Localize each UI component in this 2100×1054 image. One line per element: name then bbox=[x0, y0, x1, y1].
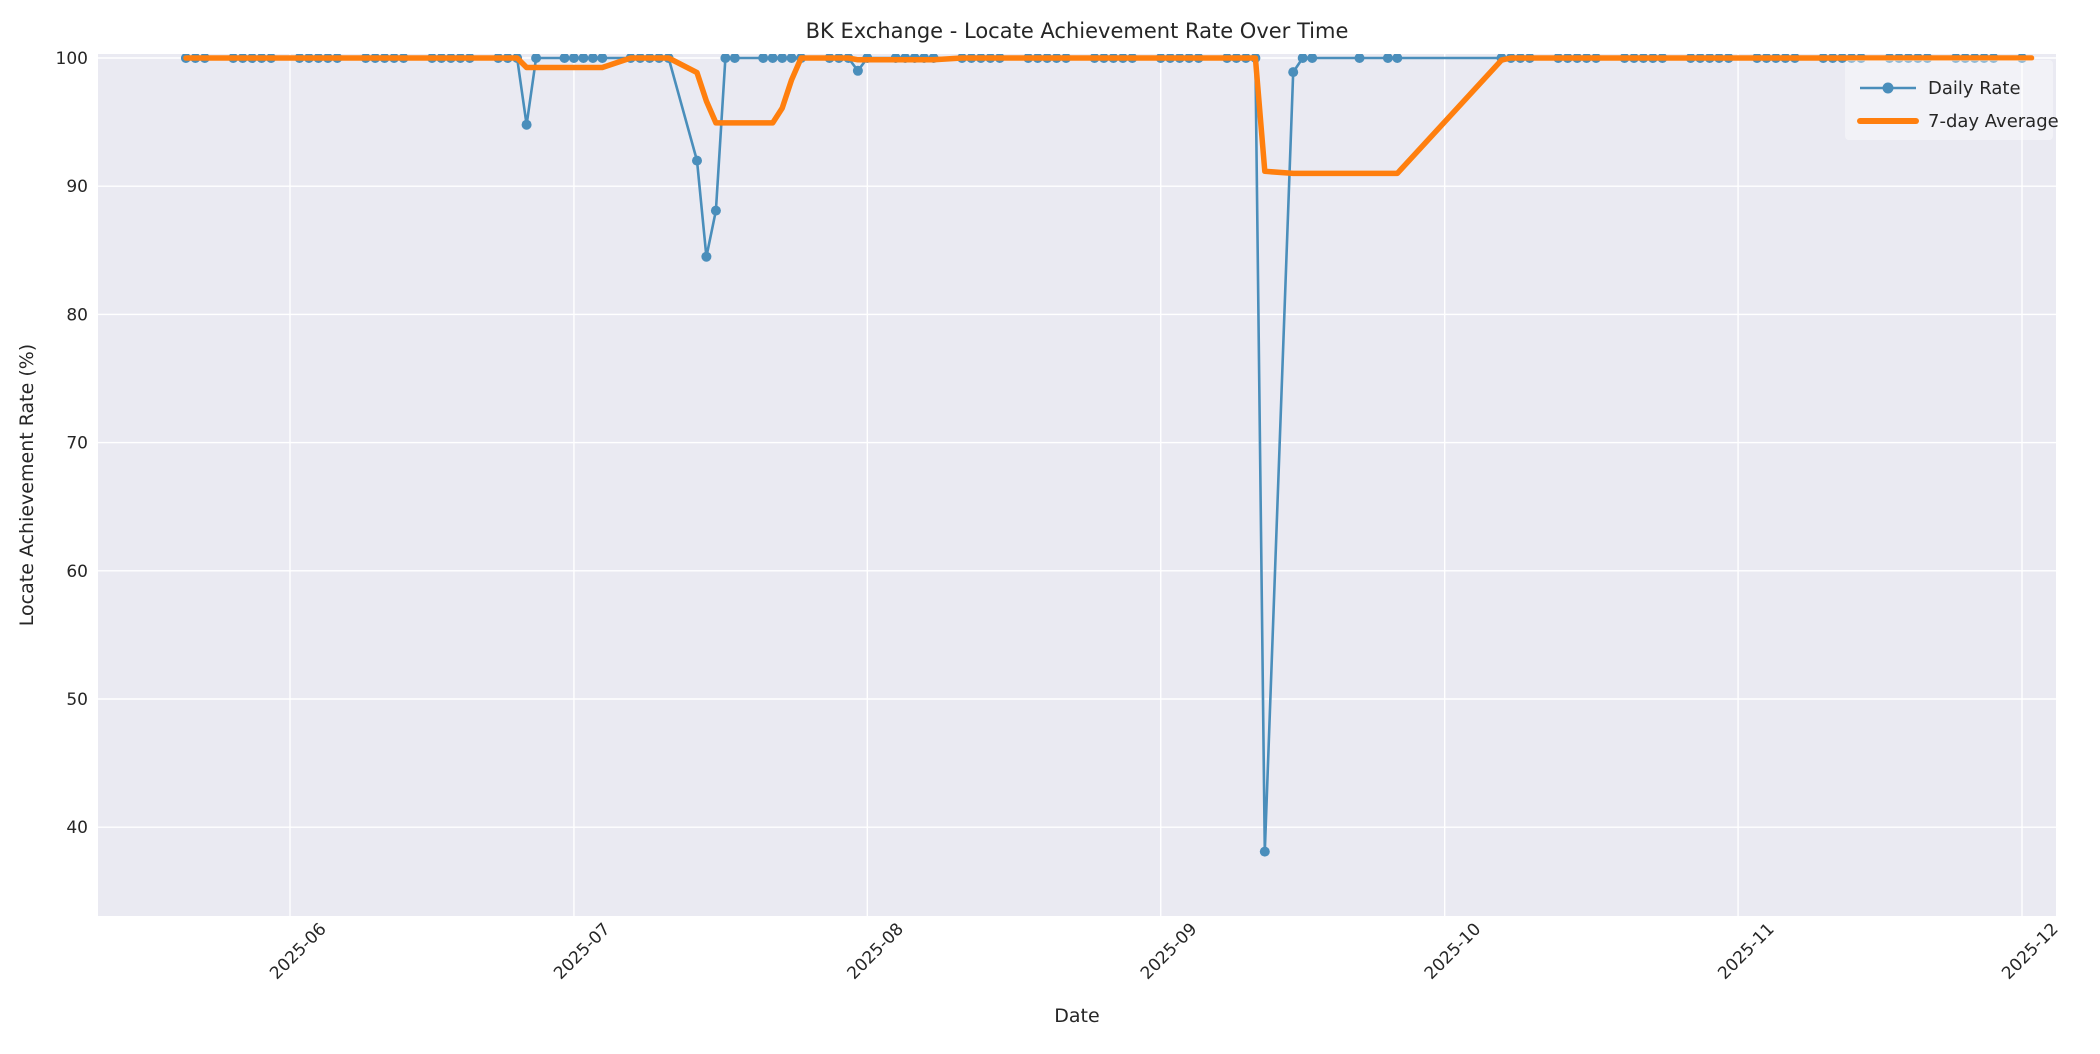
svg-text:2025-10: 2025-10 bbox=[1421, 919, 1485, 983]
svg-text:2025-09: 2025-09 bbox=[1137, 919, 1201, 983]
gridlines bbox=[98, 54, 2056, 916]
svg-text:40: 40 bbox=[66, 818, 88, 838]
svg-text:2025-07: 2025-07 bbox=[550, 919, 614, 983]
svg-text:2025-11: 2025-11 bbox=[1714, 919, 1778, 983]
legend-label-7day-average: 7-day Average bbox=[1928, 111, 2059, 132]
series-layer bbox=[180, 54, 2035, 857]
legend-item-7day-average: 7-day Average bbox=[1857, 111, 2059, 132]
chart-title: BK Exchange - Locate Achievement Rate Ov… bbox=[806, 19, 1349, 43]
y-axis-label: Locate Achievement Rate (%) bbox=[16, 344, 38, 626]
svg-text:2025-12: 2025-12 bbox=[1998, 919, 2062, 983]
daily-rate-legend-marker bbox=[1882, 82, 1894, 94]
legend-label-daily-rate: Daily Rate bbox=[1928, 78, 2021, 99]
svg-text:70: 70 bbox=[66, 434, 88, 454]
y-tick-labels: 40 50 60 70 80 90 100 bbox=[56, 49, 88, 838]
x-axis-label: Date bbox=[1054, 1005, 1099, 1027]
legend: Daily Rate 7-day Average bbox=[1845, 60, 2059, 140]
svg-text:100: 100 bbox=[56, 49, 88, 69]
svg-text:80: 80 bbox=[66, 305, 88, 325]
legend-item-daily-rate: Daily Rate bbox=[1860, 78, 2021, 99]
svg-text:90: 90 bbox=[66, 177, 88, 197]
svg-text:2025-06: 2025-06 bbox=[266, 919, 330, 983]
plot-area bbox=[98, 54, 2056, 916]
svg-text:2025-08: 2025-08 bbox=[844, 919, 908, 983]
svg-text:60: 60 bbox=[66, 562, 88, 582]
svg-text:50: 50 bbox=[66, 690, 88, 710]
x-tick-labels: 2025-06 2025-07 2025-08 2025-09 2025-10 2025-… bbox=[266, 919, 2062, 983]
